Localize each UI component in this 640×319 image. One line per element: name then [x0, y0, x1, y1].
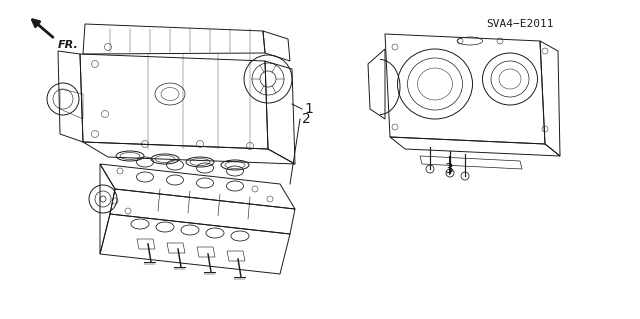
Text: 3: 3 [445, 162, 453, 176]
Text: 2: 2 [302, 112, 311, 126]
Text: FR.: FR. [58, 40, 79, 50]
Text: SVA4−E2011: SVA4−E2011 [486, 19, 554, 29]
Text: 1: 1 [304, 102, 313, 116]
